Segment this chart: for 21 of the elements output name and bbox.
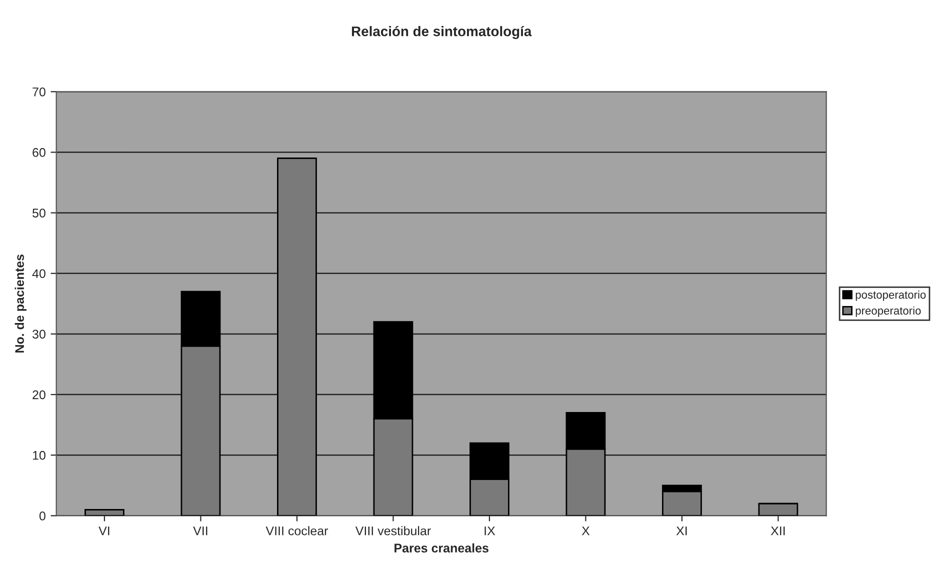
y-tick-label: 10 [32,450,46,460]
y-tick-label: 70 [32,87,46,96]
x-tick-label: X [582,526,590,536]
y-tick-label: 20 [32,390,46,400]
x-tick-label: IX [484,526,496,536]
x-tick-label: VIII vestibular [355,526,431,536]
y-tick-label: 60 [32,148,46,157]
x-tick-label: XII [770,526,785,536]
legend-label: postoperatorio [856,290,926,301]
x-tick-label: VIII coclear [266,526,328,536]
y-axis-title: No. de pacientes [14,254,26,353]
y-tick-label: 40 [32,269,46,278]
y-tick-label: 50 [32,208,46,218]
y-tick-label: 0 [39,512,46,520]
legend-label: preoperatorio [856,306,921,317]
x-tick-label: XI [676,526,687,536]
y-tick-label: 30 [32,330,46,339]
chart-title: Relación de sintomatología [352,26,532,40]
x-tick-label: VII [193,526,208,536]
x-axis-title: Pares craneales [394,543,488,553]
x-tick-label: VI [98,526,110,536]
